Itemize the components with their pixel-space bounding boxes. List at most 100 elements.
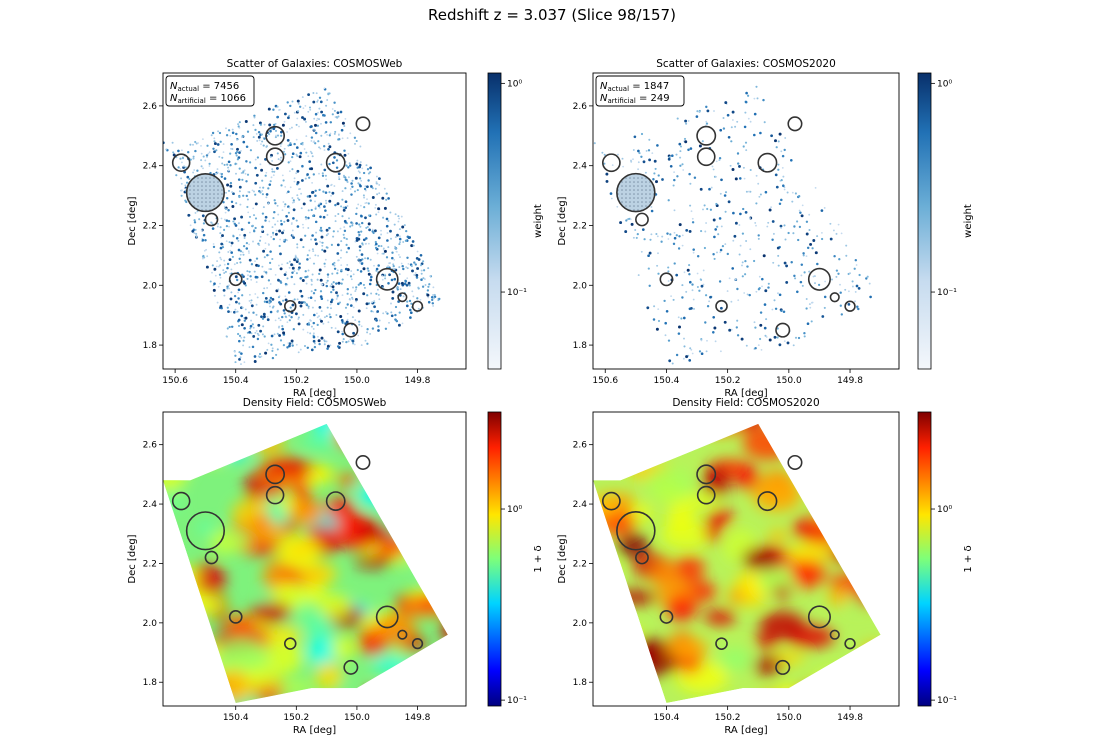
galaxy-point xyxy=(335,159,339,162)
density-blob xyxy=(845,423,881,441)
density-blob xyxy=(420,423,439,444)
mask-circle xyxy=(844,300,856,312)
x-tick-label: 149.8 xyxy=(837,713,863,723)
galaxy-point xyxy=(218,155,221,158)
galaxy-point xyxy=(691,283,694,286)
galaxy-point xyxy=(691,352,694,355)
galaxy-point xyxy=(265,271,268,274)
galaxy-point xyxy=(741,275,744,278)
galaxy-point xyxy=(320,336,324,340)
legend-entry: Nactual = 7456 xyxy=(170,81,239,93)
galaxy-point xyxy=(672,184,675,187)
galaxy-point xyxy=(374,240,377,244)
density-blob xyxy=(424,659,448,674)
galaxy-point xyxy=(324,209,327,212)
galaxy-point xyxy=(817,283,821,287)
galaxy-point xyxy=(296,225,300,228)
galaxy-point xyxy=(242,275,245,278)
galaxy-point xyxy=(705,222,708,224)
legend-entry: Nartificial = 249 xyxy=(600,93,670,105)
galaxy-point xyxy=(341,215,344,218)
galaxy-point xyxy=(745,240,748,242)
galaxy-point xyxy=(238,302,241,305)
galaxy-point xyxy=(355,212,358,216)
galaxy-point xyxy=(329,315,332,319)
galaxy-point xyxy=(279,339,283,342)
galaxy-point xyxy=(378,319,381,322)
galaxy-point xyxy=(376,288,379,291)
mask-circle xyxy=(325,152,346,173)
galaxy-point xyxy=(193,219,196,222)
mask-circle xyxy=(696,485,716,505)
galaxy-point xyxy=(777,254,780,257)
galaxy-point xyxy=(400,215,403,218)
galaxy-point xyxy=(302,226,305,229)
galaxy-point xyxy=(663,299,666,303)
galaxy-point xyxy=(803,335,806,338)
galaxy-point xyxy=(274,223,277,226)
galaxy-point xyxy=(285,271,288,274)
galaxy-point xyxy=(222,269,225,272)
galaxy-point xyxy=(312,339,316,343)
galaxy-point xyxy=(398,311,401,314)
galaxy-point xyxy=(226,306,229,309)
density-blob xyxy=(426,436,448,460)
galaxy-point xyxy=(282,239,285,242)
mask-circle xyxy=(265,464,285,485)
galaxy-point xyxy=(683,271,686,274)
galaxy-point xyxy=(314,254,317,257)
galaxy-point xyxy=(833,254,836,258)
galaxy-point xyxy=(191,229,195,233)
galaxy-point xyxy=(252,240,254,243)
galaxy-point xyxy=(245,180,248,183)
galaxy-point xyxy=(248,346,251,349)
galaxy-point xyxy=(367,222,371,226)
galaxy-point xyxy=(390,314,394,318)
galaxy-point xyxy=(218,131,222,135)
density-blob xyxy=(632,444,660,465)
galaxy-point xyxy=(357,334,360,337)
galaxy-point xyxy=(308,106,312,109)
galaxy-point xyxy=(321,244,324,247)
y-tick-label: 2.0 xyxy=(143,281,158,291)
galaxy-point xyxy=(305,135,308,138)
colorbar-label: weight xyxy=(533,204,544,238)
galaxy-point xyxy=(667,199,670,202)
galaxy-point xyxy=(858,273,861,277)
galaxy-point xyxy=(314,123,317,127)
galaxy-point xyxy=(343,153,347,157)
density-blob xyxy=(835,545,879,560)
galaxy-point xyxy=(326,184,330,188)
density-blob xyxy=(386,687,432,703)
galaxy-point xyxy=(656,144,659,147)
galaxy-point xyxy=(338,176,340,178)
colorbar-gradient xyxy=(917,72,932,370)
galaxy-point xyxy=(360,325,363,328)
galaxy-point xyxy=(808,303,811,306)
galaxy-point xyxy=(323,168,327,172)
galaxy-point xyxy=(222,289,226,292)
galaxy-point xyxy=(390,237,392,240)
galaxy-point xyxy=(799,211,802,214)
galaxy-point xyxy=(318,172,320,175)
galaxy-point xyxy=(323,249,327,253)
galaxy-point xyxy=(310,167,314,171)
galaxy-point xyxy=(245,247,249,250)
density-blob xyxy=(250,513,274,536)
galaxy-point xyxy=(688,229,692,233)
galaxy-point xyxy=(322,322,325,325)
galaxy-point xyxy=(869,295,872,299)
galaxy-point xyxy=(352,306,355,309)
galaxy-point xyxy=(289,306,292,309)
galaxy-point xyxy=(265,196,268,199)
galaxy-point xyxy=(857,287,861,290)
galaxy-point xyxy=(277,296,280,299)
galaxy-point xyxy=(261,140,264,143)
galaxy-point xyxy=(243,319,246,322)
galaxy-point xyxy=(853,267,856,270)
galaxy-point xyxy=(294,312,298,316)
galaxy-point xyxy=(249,275,252,278)
galaxy-point xyxy=(345,251,348,254)
galaxy-point xyxy=(329,303,332,306)
